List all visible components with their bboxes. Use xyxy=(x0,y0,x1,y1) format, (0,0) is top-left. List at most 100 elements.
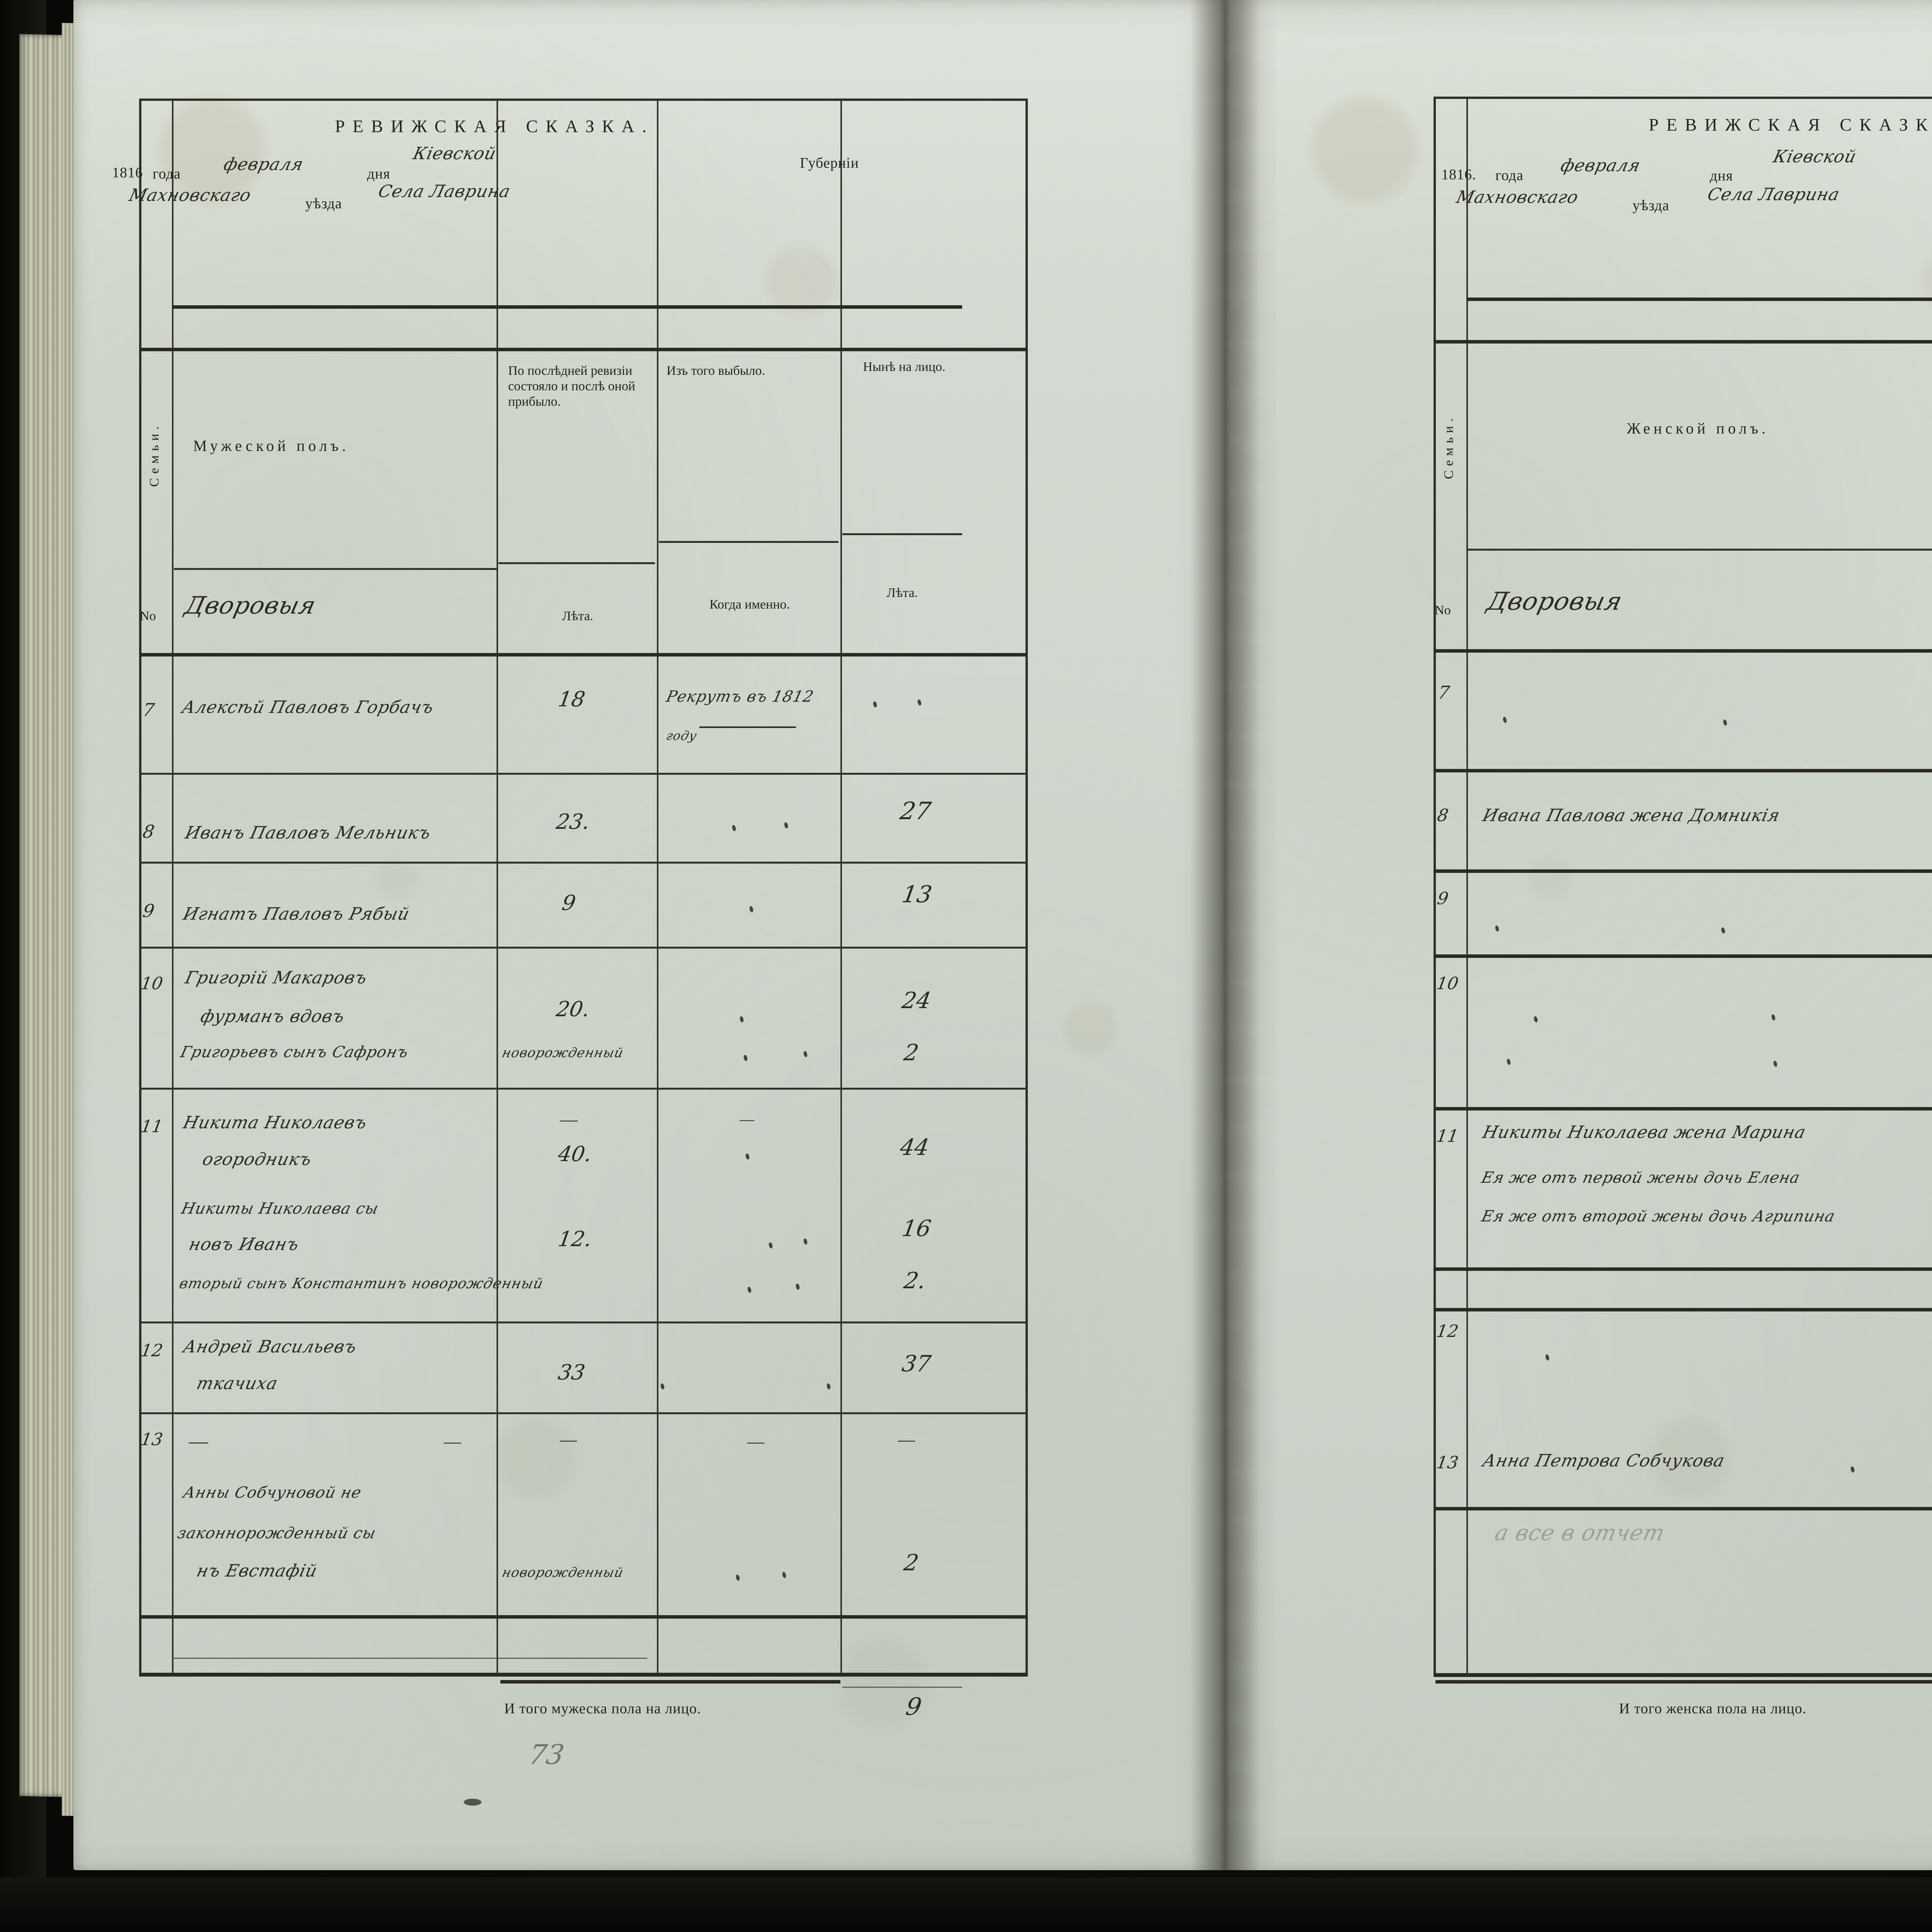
left-col-rule-name xyxy=(497,99,498,1675)
right-row-rule-13 xyxy=(1434,1507,1932,1510)
left-row-now-11-1: 44 xyxy=(898,1134,931,1160)
ink-blot-left xyxy=(464,1799,481,1806)
left-row-name-11-3: вторый сынъ Константинъ новорожденный xyxy=(178,1275,545,1292)
left-row-family-11: 11 xyxy=(139,1117,164,1136)
left-subheader-bottom-rule xyxy=(139,653,1028,656)
right-year-label: года xyxy=(1495,167,1524,184)
left-category-handwritten: Дворовыя xyxy=(182,591,319,619)
right-row-family-10: 10 xyxy=(1435,974,1460,993)
left-col-header-years2: Лѣта. xyxy=(844,585,960,601)
left-col-header-when: Когда именно. xyxy=(661,597,838,612)
left-row-when-7-underline xyxy=(699,726,796,728)
left-col-header-departed: Изъ того выбыло. xyxy=(667,363,829,379)
left-header-rule-1 xyxy=(172,305,962,309)
left-row-now-10-1: 24 xyxy=(900,987,933,1014)
left-row-name-11-2b: новъ Иванъ xyxy=(187,1235,301,1254)
right-row-rule-12a xyxy=(1434,1308,1932,1311)
right-table-frame xyxy=(1434,97,1932,1677)
left-row-now-12-1: 37 xyxy=(900,1350,933,1377)
left-row-name-12-1: Андрей Васильевъ xyxy=(181,1337,359,1357)
left-subheader-rule-d xyxy=(842,533,962,535)
right-row-name-11-3: Ея же отъ второй жены дочь Агрипина xyxy=(1480,1208,1837,1225)
right-col-rule-family xyxy=(1466,97,1468,1677)
left-year-printed: 1816 xyxy=(112,164,143,182)
left-row-now-11-2: 16 xyxy=(900,1215,933,1242)
right-row-name-11-2: Ея же отъ первой жены дочь Елена xyxy=(1480,1169,1802,1187)
right-row-name-11-1: Никиты Николаева жена Марина xyxy=(1481,1122,1808,1142)
left-total-rule xyxy=(500,1680,840,1684)
left-row-now-8-1: 27 xyxy=(898,797,933,825)
right-header-rule-1 xyxy=(1466,298,1932,301)
right-row-rule-11 xyxy=(1434,1267,1932,1271)
left-row-rule-10 xyxy=(139,1088,1028,1090)
left-row-family-12: 12 xyxy=(139,1341,164,1361)
right-row-family-12: 12 xyxy=(1435,1321,1460,1341)
right-subheader-rule-a xyxy=(1468,549,1932,551)
left-row-rule-9 xyxy=(139,947,1028,949)
left-row-name-13-2: Анны Собчуновой не xyxy=(182,1484,363,1502)
left-guberniya-label: Губерніи xyxy=(800,155,859,172)
left-subheader-rule-b xyxy=(498,562,655,564)
right-row-name-8-1: Ивана Павлова жена Домникія xyxy=(1481,806,1782,825)
right-row-rule-8 xyxy=(1434,869,1932,873)
left-year-label: года xyxy=(153,165,181,183)
right-year-printed: 1816. xyxy=(1441,166,1476,184)
left-col-header-previous: По послѣдней ревизіи состояло и послѣ он… xyxy=(508,363,645,410)
left-row-prev-10-1: 20. xyxy=(554,997,592,1021)
left-day-label: дня xyxy=(367,165,390,183)
left-row-family-13: 13 xyxy=(139,1430,164,1449)
left-row-name-10-2: Григорьевъ сынъ Сафронъ xyxy=(179,1043,410,1061)
left-row-name-8-1: Иванъ Павловъ Мельникъ xyxy=(183,823,433,843)
table-surface-bottom xyxy=(0,1878,1932,1932)
left-blank-row-rule xyxy=(172,1658,647,1659)
left-page: РЕВИЖСКАЯ СКАЗКА. 1816 года февраля дня … xyxy=(73,0,1229,1870)
left-row-name-9-1: Игнатъ Павловъ Рябый xyxy=(181,904,412,924)
right-page: 117 РЕВИЖСКАЯ СКАЗКА. 1816. года февраля… xyxy=(1225,0,1932,1870)
right-table-bottom-rule xyxy=(1434,1673,1932,1677)
left-total-rule-2 xyxy=(842,1687,962,1688)
left-subheader-rule-c xyxy=(659,541,838,543)
left-total-value: 9 xyxy=(904,1692,923,1721)
right-col-header-sex: Женской полъ. xyxy=(1627,419,1769,437)
left-row-rule-12 xyxy=(139,1412,1028,1414)
left-row-name-11-2: Никиты Николаева сы xyxy=(180,1200,381,1218)
left-row-name-13-3: законнорожденный сы xyxy=(176,1524,378,1542)
left-row-note-10-2: новорожденный xyxy=(500,1045,625,1061)
left-col-header-no: No xyxy=(140,609,156,624)
right-pencil-annotation: а все в отчет xyxy=(1492,1520,1667,1546)
left-row-prev-11-2: 12. xyxy=(556,1227,594,1251)
left-row-name-7-1: Алексѣй Павловъ Горбачъ xyxy=(180,697,435,717)
left-total-label: И того мужеска пола на лицо. xyxy=(504,1700,701,1717)
left-col-header-present: Нынѣ на лицо. xyxy=(848,359,960,375)
left-row-rule-11 xyxy=(139,1321,1028,1323)
right-row-rule-7 xyxy=(1434,769,1932,772)
right-row-rule-10 xyxy=(1434,1107,1932,1111)
right-uyezd-label: уѣзда xyxy=(1633,197,1669,214)
left-row-name-11-1: Никита Николаевъ xyxy=(181,1113,369,1133)
left-row-prev-7-1: 18 xyxy=(556,687,587,711)
left-subheader-rule-a xyxy=(174,568,497,570)
left-row-name-10-1b: фурманъ вдовъ xyxy=(199,1007,347,1026)
left-page-number-handwritten: 73 xyxy=(527,1739,567,1770)
right-header-rule-2 xyxy=(1434,340,1932,344)
open-book: РЕВИЖСКАЯ СКАЗКА. 1816 года февраля дня … xyxy=(15,0,1932,1882)
right-row-family-13: 13 xyxy=(1435,1453,1460,1473)
right-total-rule xyxy=(1435,1680,1932,1684)
left-header-rule-2 xyxy=(139,348,1028,351)
left-col-rule-prev xyxy=(657,99,658,1675)
right-total-label: И того женска пола на лицо. xyxy=(1619,1700,1806,1717)
left-row-prev-11-1: 40. xyxy=(556,1142,594,1166)
left-col-rule-family xyxy=(172,99,173,1675)
left-col-header-sex: Мужеской полъ. xyxy=(193,437,349,455)
left-col-header-family: Семьи. xyxy=(147,355,162,487)
right-form-title: РЕВИЖСКАЯ СКАЗКА. xyxy=(1441,114,1932,135)
left-row-when-7-1: Рекрутъ въ 1812 xyxy=(665,688,816,706)
right-subheader-bottom-rule xyxy=(1434,649,1932,653)
left-row-name-11-1b: огородникъ xyxy=(201,1150,313,1169)
right-col-header-no: No xyxy=(1435,603,1451,618)
left-row-name-12-1b: ткачиха xyxy=(195,1374,280,1393)
left-col-header-years1: Лѣта. xyxy=(502,609,653,624)
left-form-title: РЕВИЖСКАЯ СКАЗКА. xyxy=(128,116,862,137)
left-row-family-10: 10 xyxy=(139,974,164,993)
